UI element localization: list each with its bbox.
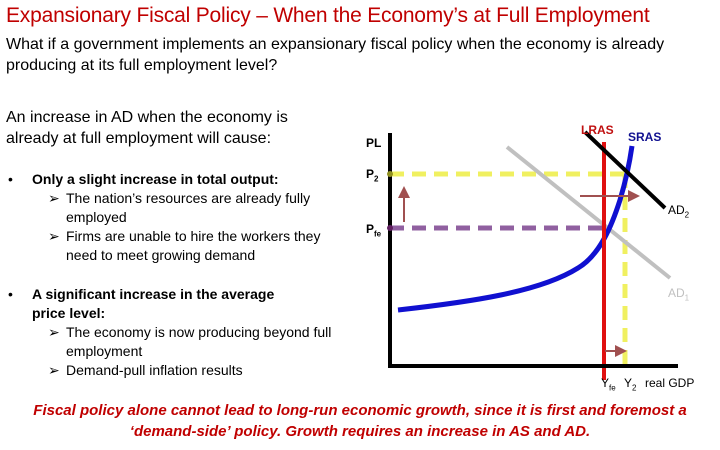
arrow-bullet-icon: ➢ bbox=[48, 324, 60, 340]
arrow-bullet-icon: ➢ bbox=[48, 362, 60, 378]
yfe-label: Yfe bbox=[601, 376, 616, 393]
sras-label: SRAS bbox=[628, 130, 662, 144]
arrow-bullet-icon: ➢ bbox=[48, 190, 60, 206]
slide-question: What if a government implements an expan… bbox=[6, 36, 665, 74]
bullet-heading: A significant increase in the average pr… bbox=[32, 286, 275, 321]
slide-title: Expansionary Fiscal Policy – When the Ec… bbox=[6, 4, 650, 27]
ad2-curve bbox=[583, 130, 667, 210]
footer-note: Fiscal policy alone cannot lead to long-… bbox=[33, 402, 687, 440]
ad1-curve bbox=[505, 145, 672, 280]
lras-label: LRAS bbox=[581, 123, 614, 137]
bullet-marker: • bbox=[8, 171, 13, 187]
intro-text: An increase in AD when the economy is al… bbox=[6, 109, 288, 147]
bullet-marker: • bbox=[8, 286, 13, 302]
ad1-label: AD1 bbox=[668, 286, 690, 303]
ad2-label: AD2 bbox=[668, 203, 690, 220]
sras-curve bbox=[397, 145, 635, 313]
pfe-label: Pfe bbox=[366, 222, 382, 239]
arrow-bullet-icon: ➢ bbox=[48, 228, 60, 244]
p2-label: P2 bbox=[366, 167, 379, 184]
y-axis-label: PL bbox=[366, 136, 382, 150]
bullet-heading: Only a slight increase in total output: bbox=[32, 171, 279, 187]
x-axis-label: real GDP bbox=[645, 376, 695, 390]
y2-label: Y2 bbox=[624, 376, 637, 393]
